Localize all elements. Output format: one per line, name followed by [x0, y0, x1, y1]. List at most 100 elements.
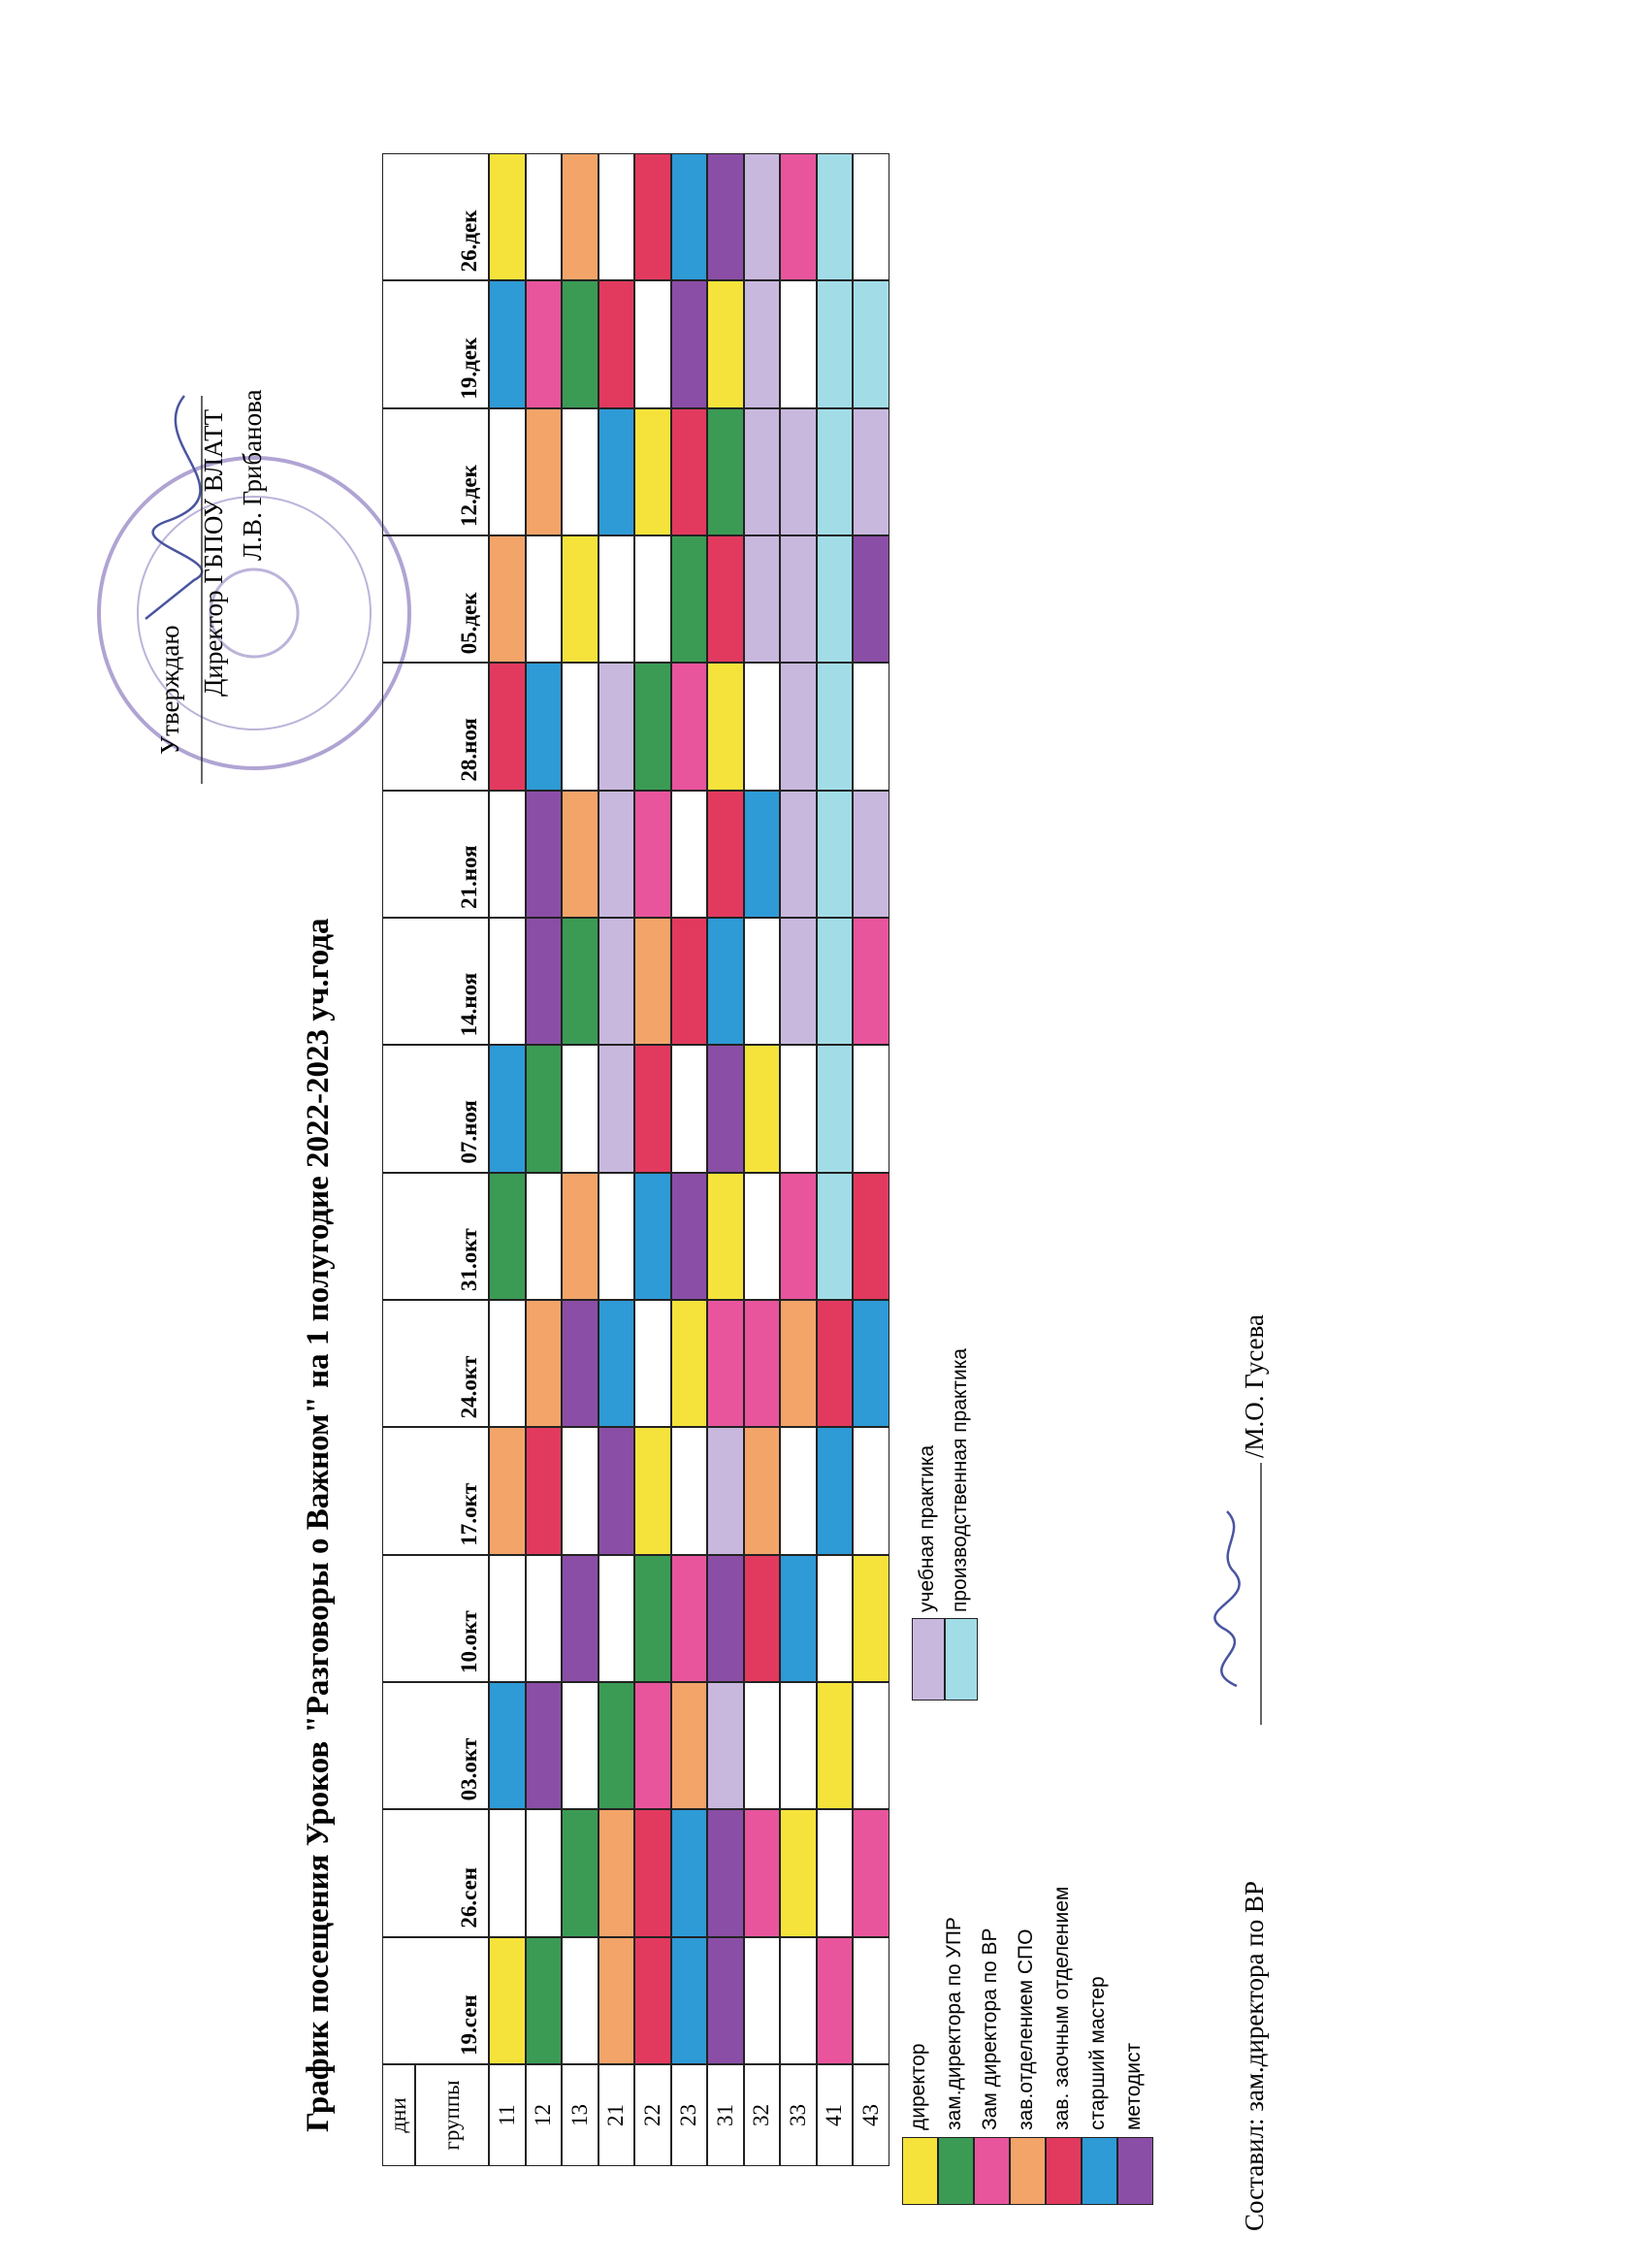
schedule-cell [670, 153, 707, 281]
schedule-cell [707, 1172, 744, 1300]
signature [145, 395, 204, 620]
schedule-cell [489, 153, 526, 281]
schedule-cell [670, 663, 707, 791]
group-label: 32 [743, 2064, 780, 2166]
title: График посещения Уроков "Разговоры о Важ… [301, 918, 336, 2132]
schedule-cell [816, 1172, 853, 1300]
group-label: 43 [853, 2064, 889, 2166]
schedule-cell [489, 535, 526, 664]
schedule-cell [562, 1682, 598, 1810]
legend-swatch [1082, 2137, 1117, 2205]
legend-swatch [1010, 2137, 1046, 2205]
schedule-cell [707, 1936, 744, 2064]
date-header: 03.окт [382, 1682, 489, 1810]
schedule-cell [525, 535, 562, 664]
schedule-cell [816, 663, 853, 791]
schedule-cell [634, 1682, 671, 1810]
schedule-cell [670, 1300, 707, 1428]
schedule-cell [525, 407, 562, 535]
date-header: 05.дек [382, 535, 489, 664]
schedule-cell [853, 1045, 889, 1173]
schedule-cell [816, 1682, 853, 1810]
group-label: 22 [634, 2064, 671, 2166]
schedule-cell [707, 153, 744, 281]
schedule-cell [598, 790, 634, 918]
schedule-cell [598, 407, 634, 535]
approval-line: Утверждаю [155, 625, 184, 755]
schedule-cell [670, 407, 707, 535]
date-header: 14.ноя [382, 918, 489, 1046]
schedule-cell [743, 1809, 780, 1937]
schedule-cell [634, 1427, 671, 1555]
schedule-cell [598, 1427, 634, 1555]
schedule-cell [780, 535, 817, 664]
group-label: 41 [816, 2064, 853, 2166]
schedule-cell [562, 1936, 598, 2064]
schedule-cell [853, 1809, 889, 1937]
date-header: 07.ноя [382, 1045, 489, 1173]
schedule-cell [743, 1300, 780, 1428]
schedule-cell [525, 790, 562, 918]
schedule-cell [489, 790, 526, 918]
schedule-cell [670, 1682, 707, 1810]
schedule-cell [853, 407, 889, 535]
schedule-cell [707, 918, 744, 1046]
date-header: 12.дек [382, 407, 489, 535]
schedule-cell [780, 1045, 817, 1173]
schedule-cell [853, 1172, 889, 1300]
group-label: 31 [707, 2064, 744, 2166]
schedule-cell [743, 153, 780, 281]
schedule-cell [634, 663, 671, 791]
schedule-cell [780, 1427, 817, 1555]
schedule-cell [670, 918, 707, 1046]
schedule-cell [816, 1936, 853, 2064]
date-header: 21.ноя [382, 790, 489, 918]
schedule-cell [707, 1045, 744, 1173]
schedule-cell [707, 407, 744, 535]
legend-label: методист [1122, 2042, 1145, 2130]
schedule-cell [743, 535, 780, 664]
schedule-cell [816, 407, 853, 535]
stamp-inner [137, 496, 372, 730]
approval-line: Директор ГБПОУ ВЛАТТ [199, 408, 228, 697]
group-label: 11 [489, 2064, 526, 2166]
schedule-cell [780, 1809, 817, 1937]
schedule-cell [489, 1554, 526, 1682]
schedule-cell [853, 1936, 889, 2064]
schedule-cell [670, 1809, 707, 1937]
schedule-cell [634, 153, 671, 281]
schedule-cell [634, 1809, 671, 1937]
schedule-cell [489, 663, 526, 791]
schedule-cell [780, 918, 817, 1046]
stamp [97, 456, 411, 770]
schedule-cell [816, 280, 853, 408]
schedule-cell [816, 790, 853, 918]
schedule-cell [743, 280, 780, 408]
schedule-cell [598, 918, 634, 1046]
schedule-cell [562, 407, 598, 535]
schedule-cell [562, 1809, 598, 1937]
composer-name: /М.О. Гусева [1240, 1313, 1269, 1458]
schedule-cell [743, 1936, 780, 2064]
schedule-cell [707, 1427, 744, 1555]
schedule-cell [816, 918, 853, 1046]
legend-swatch [974, 2137, 1010, 2205]
schedule-cell [853, 153, 889, 281]
schedule-cell [707, 280, 744, 408]
date-header: 31.окт [382, 1172, 489, 1300]
schedule-cell [525, 1554, 562, 1682]
schedule-cell [780, 1936, 817, 2064]
practice-label: производственная практика [949, 1347, 971, 1612]
schedule-cell [489, 1427, 526, 1555]
legend-label: зам.директора по УПР [943, 1917, 965, 2130]
schedule-cell [562, 1045, 598, 1173]
schedule-cell [670, 790, 707, 918]
group-label: 21 [598, 2064, 634, 2166]
schedule-cell [525, 1809, 562, 1937]
schedule-cell [489, 1936, 526, 2064]
schedule-cell [780, 280, 817, 408]
group-label: 12 [525, 2064, 562, 2166]
schedule-cell [562, 153, 598, 281]
schedule-cell [489, 1172, 526, 1300]
